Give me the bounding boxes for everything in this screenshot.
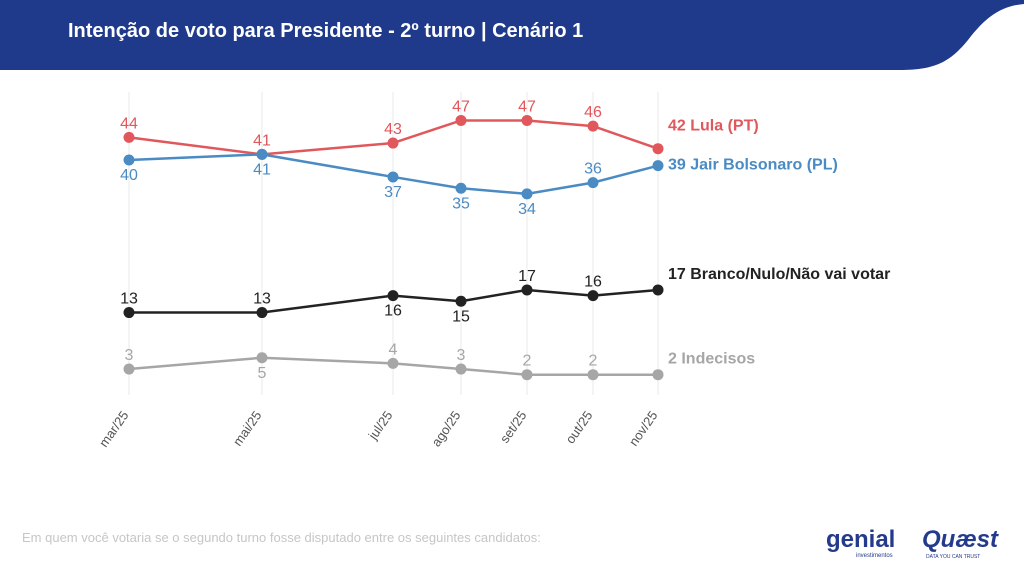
- data-label: 47: [518, 98, 536, 115]
- data-label: 13: [120, 291, 138, 308]
- data-point: [587, 120, 599, 132]
- x-tick-label: nov/25: [626, 408, 661, 449]
- data-point: [123, 363, 135, 375]
- data-point: [387, 357, 399, 369]
- data-point: [521, 284, 533, 296]
- data-point: [587, 177, 599, 189]
- data-label: 16: [384, 303, 402, 320]
- data-label: 43: [384, 121, 402, 138]
- data-point: [521, 369, 533, 381]
- series-end-label: 42 Lula (PT): [668, 118, 759, 135]
- data-point: [123, 154, 135, 166]
- x-tick-label: ago/25: [428, 408, 463, 449]
- data-point: [387, 137, 399, 149]
- data-point: [455, 363, 467, 375]
- data-point: [652, 369, 664, 381]
- data-point: [521, 188, 533, 200]
- x-tick-label: jul/25: [365, 408, 396, 443]
- data-point: [652, 143, 664, 155]
- data-label: 3: [125, 347, 134, 364]
- series-end-label: 39 Jair Bolsonaro (PL): [668, 157, 838, 174]
- data-label: 2: [523, 353, 532, 370]
- data-point: [587, 369, 599, 381]
- genial-logo-subtitle: investimentos: [856, 553, 893, 559]
- data-label: 35: [452, 195, 470, 212]
- chart-series-end-labels: 42 Lula (PT) 39 Jair Bolsonaro (PL) 17 Bra…: [668, 118, 890, 368]
- data-point: [387, 171, 399, 183]
- data-point: [652, 160, 664, 172]
- data-label: 36: [584, 161, 602, 178]
- data-point: [455, 182, 467, 194]
- data-label: 3: [457, 347, 466, 364]
- chart-x-axis-ticks: mar/25 mai/25 jul/25 ago/25 set/25 out/25 nov/…: [96, 408, 660, 450]
- data-label: 41: [253, 161, 271, 178]
- quaest-logo-subtitle: DATA YOU CAN TRUST: [926, 554, 981, 560]
- data-label: 41: [253, 132, 271, 149]
- genial-logo: genial: [826, 526, 896, 553]
- x-tick-label: mai/25: [230, 408, 265, 449]
- data-label: 46: [584, 104, 602, 121]
- header-banner: Intenção de voto para Presidente - 2º tu…: [0, 0, 1024, 72]
- data-point: [256, 148, 268, 160]
- data-label: 37: [384, 184, 402, 201]
- data-point: [123, 131, 135, 143]
- logos-block: genial investimentos Quæst DATA YOU CAN …: [826, 527, 1006, 567]
- survey-question-footnote: Em quem você votaria se o segundo turno …: [22, 530, 541, 545]
- data-label: 13: [253, 291, 271, 308]
- data-label: 34: [518, 201, 536, 218]
- data-label: 2: [589, 353, 598, 370]
- data-point: [455, 114, 467, 126]
- data-label: 5: [258, 365, 267, 382]
- series-end-label: 2 Indecisos: [668, 351, 755, 368]
- data-point: [521, 114, 533, 126]
- header-background: [0, 0, 1024, 70]
- series-end-label: 17 Branco/Nulo/Não vai votar: [668, 266, 890, 283]
- data-label: 4: [389, 341, 398, 358]
- page-title: Intenção de voto para Presidente - 2º tu…: [68, 20, 584, 42]
- x-tick-label: set/25: [497, 408, 530, 446]
- data-point: [256, 352, 268, 364]
- quaest-logo: Quæst: [922, 526, 999, 553]
- data-label: 17: [518, 268, 536, 285]
- x-tick-label: mar/25: [96, 408, 131, 450]
- data-point: [256, 307, 268, 319]
- data-label: 44: [120, 115, 138, 132]
- chart-data-points: [123, 114, 664, 381]
- data-point: [652, 284, 664, 296]
- data-point: [455, 295, 467, 307]
- data-point: [387, 290, 399, 302]
- data-point: [123, 307, 135, 319]
- data-label: 40: [120, 167, 138, 184]
- data-point: [587, 290, 599, 302]
- x-tick-label: out/25: [562, 408, 595, 446]
- data-label: 16: [584, 274, 602, 291]
- data-label: 47: [452, 98, 470, 115]
- data-label: 15: [452, 308, 470, 325]
